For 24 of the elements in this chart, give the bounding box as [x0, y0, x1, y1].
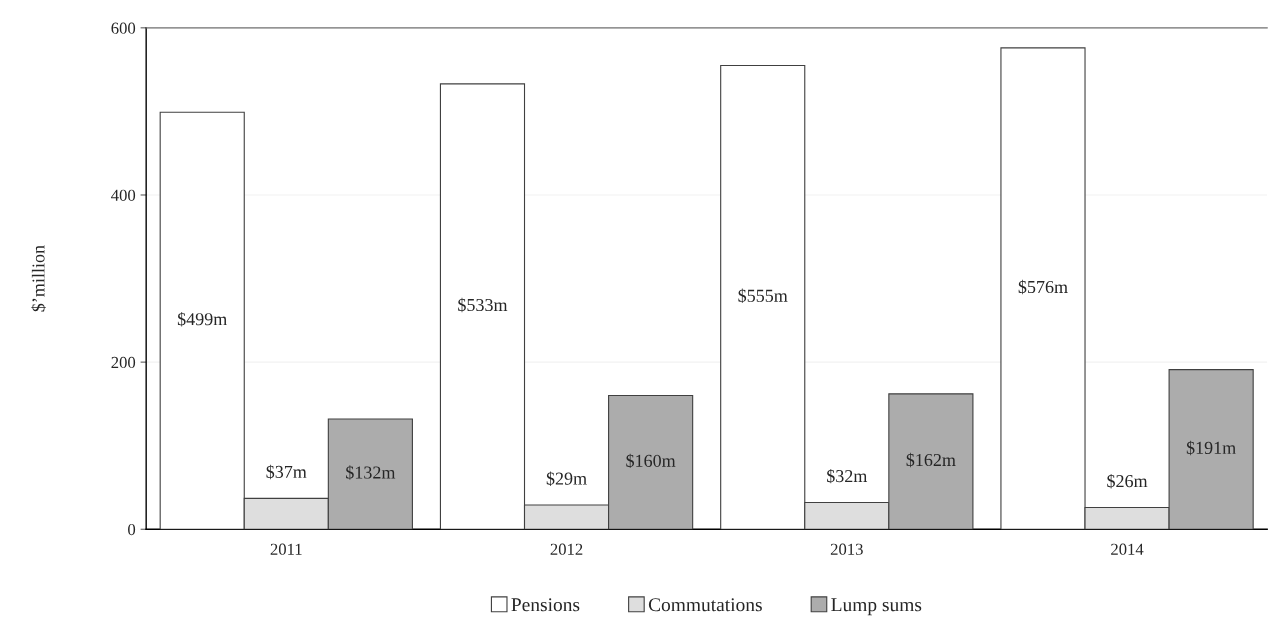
x-tick-label: 2013	[830, 543, 863, 555]
x-tick-label: 2014	[1111, 543, 1144, 555]
data-label: $162m	[906, 452, 956, 468]
data-label: $29m	[546, 471, 587, 486]
data-label: $37m	[266, 464, 307, 480]
legend-label: Commutations	[648, 598, 762, 612]
x-tick-label: 2011	[270, 543, 302, 555]
data-label: $32m	[827, 468, 868, 484]
y-tick-label: 0	[128, 523, 136, 536]
data-label: $191m	[1186, 440, 1236, 456]
y-tick-label: 600	[111, 22, 136, 34]
y-tick-label: 400	[111, 189, 136, 201]
data-label: $555m	[738, 288, 788, 304]
data-label: $499m	[177, 312, 228, 327]
data-label: $576m	[1018, 279, 1068, 295]
data-label: $160m	[626, 453, 676, 469]
data-label: $132m	[346, 465, 396, 480]
legend-label: Pensions	[511, 598, 580, 612]
y-axis-title: $’million	[31, 245, 46, 312]
data-label: $533m	[458, 297, 508, 313]
data-label: $26m	[1107, 473, 1148, 489]
legend-label: Lump sums	[831, 598, 922, 616]
y-tick-label: 200	[111, 356, 136, 369]
x-tick-label: 2012	[550, 543, 583, 555]
